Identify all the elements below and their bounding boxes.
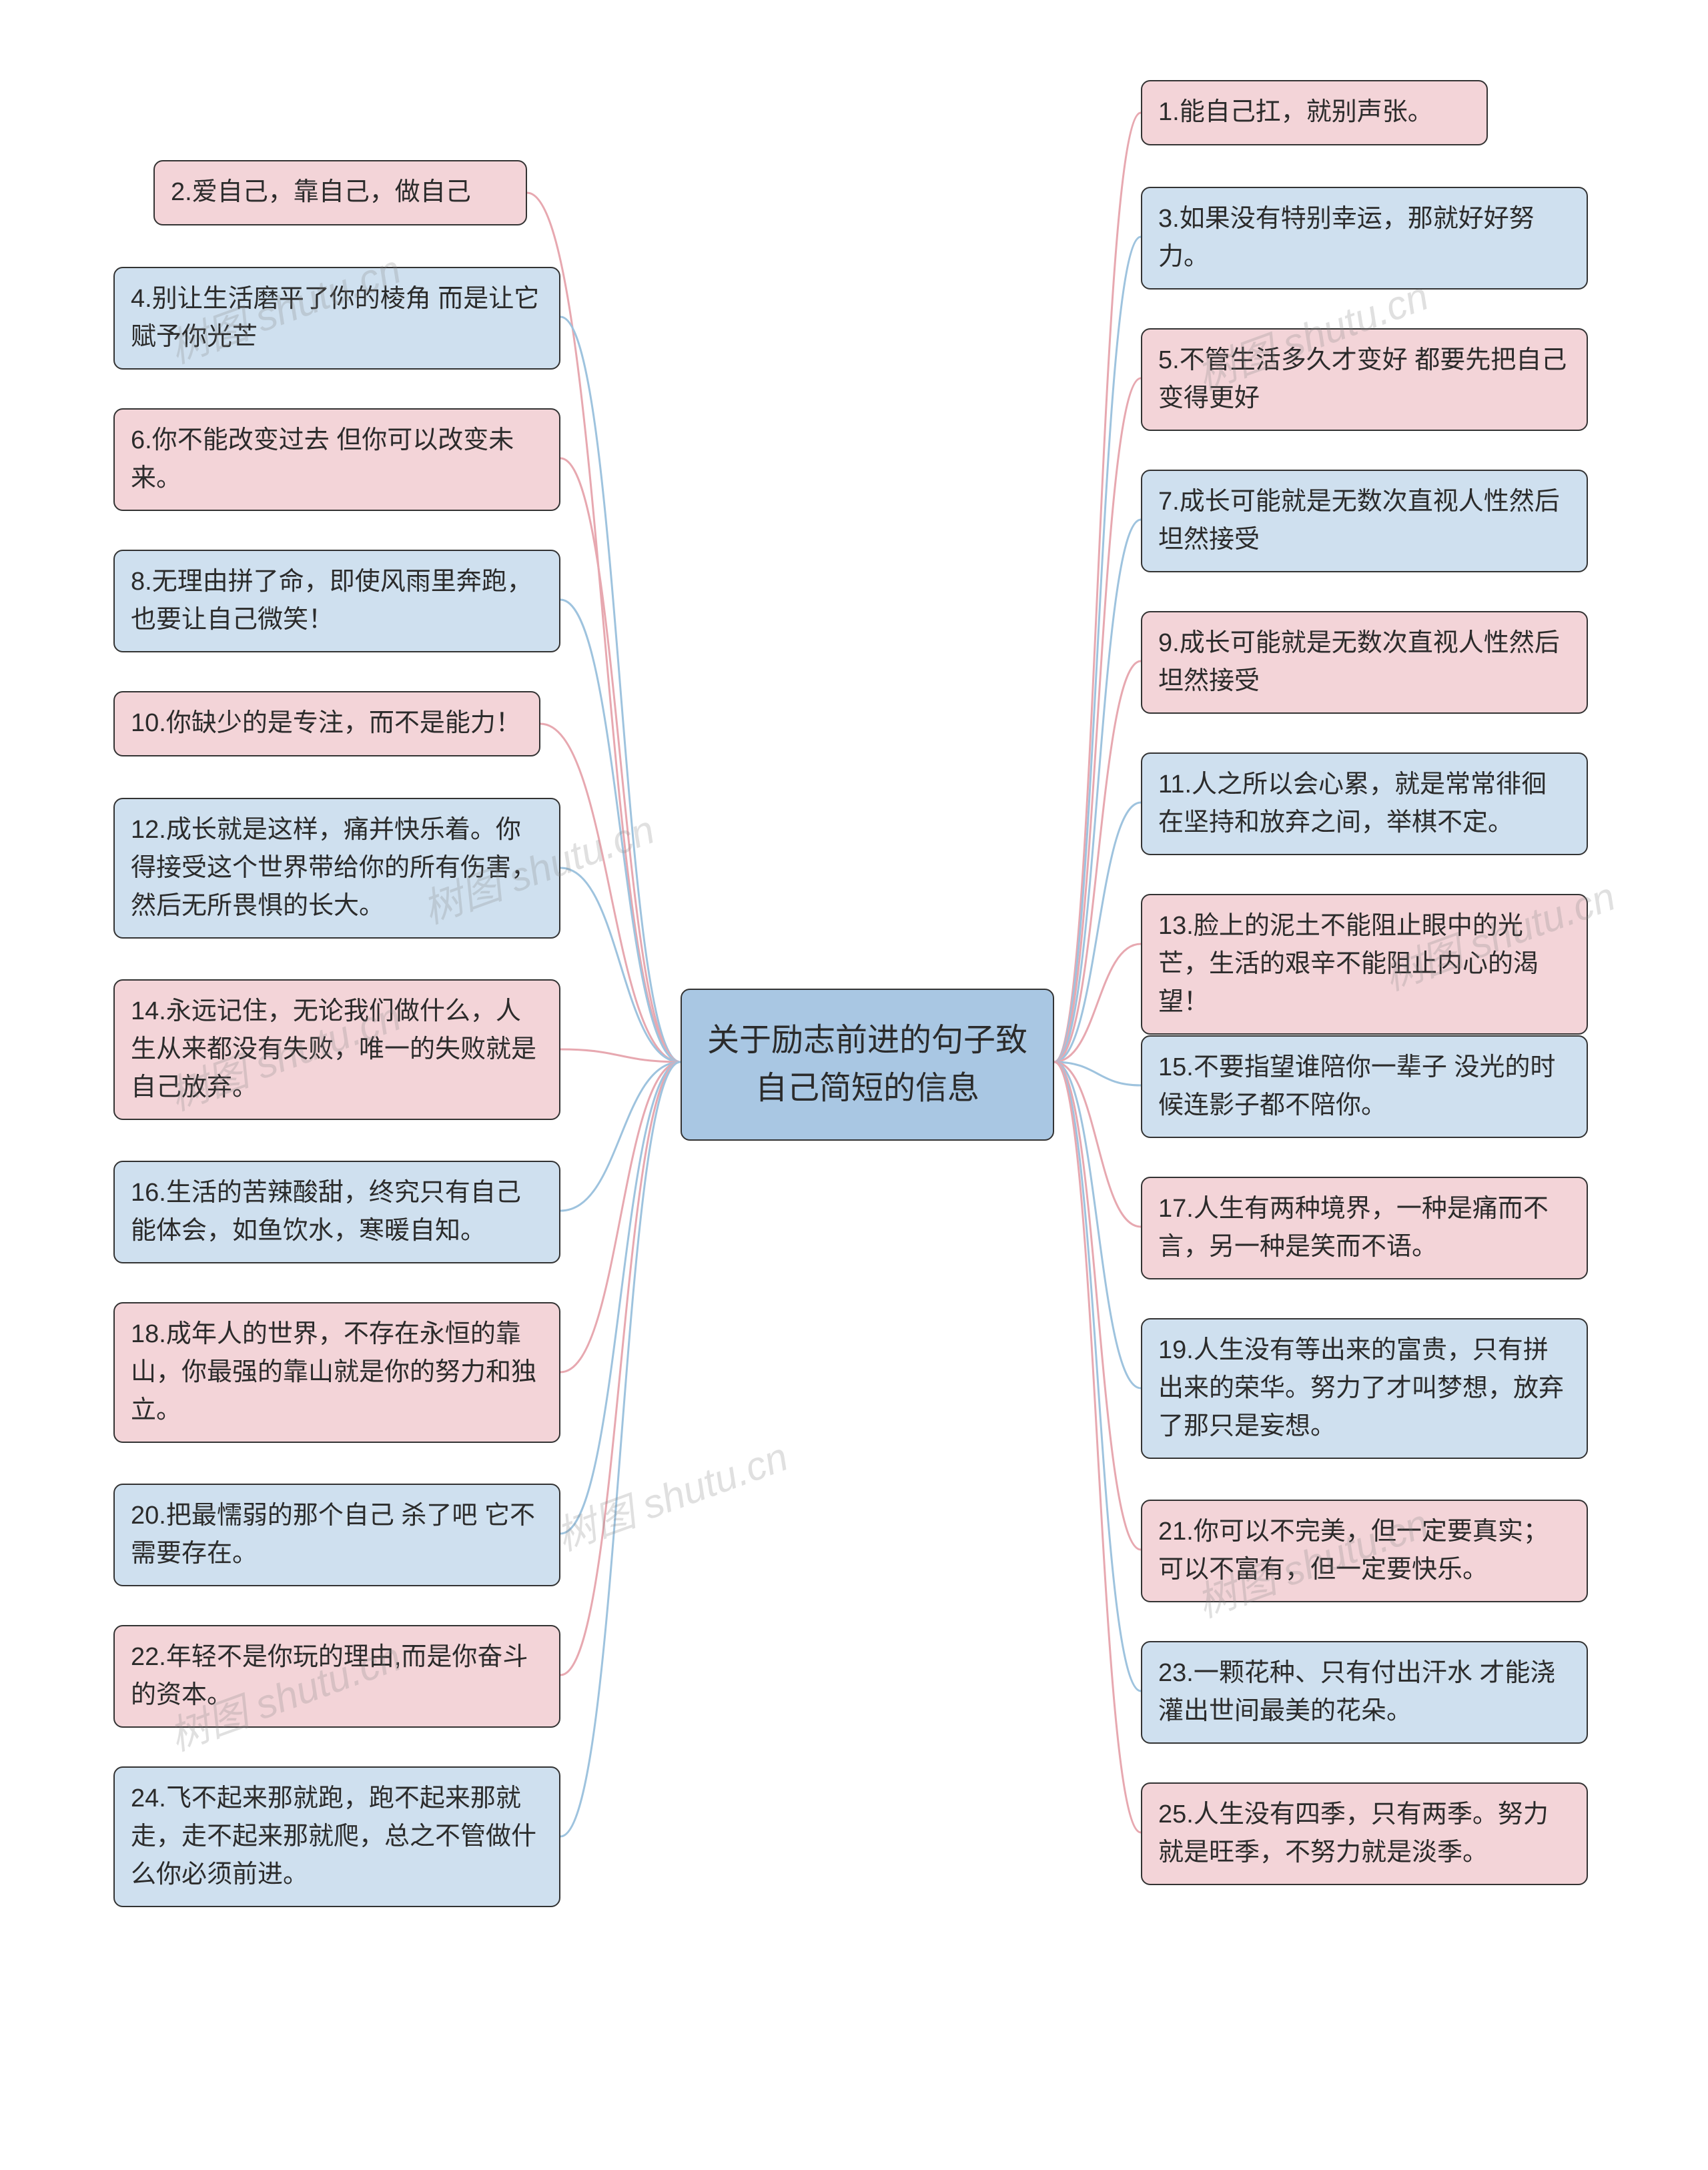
edge-R15 (1054, 1062, 1141, 1085)
node-R21: 21.你可以不完美，但一定要真实；可以不富有，但一定要快乐。 (1141, 1500, 1588, 1602)
node-R1: 1.能自己扛，就别声张。 (1141, 80, 1488, 145)
node-L6: 6.你不能改变过去 但你可以改变未来。 (113, 408, 560, 511)
edge-L16 (560, 1062, 681, 1211)
node-R11: 11.人之所以会心累，就是常常徘徊在坚持和放弃之间，举棋不定。 (1141, 752, 1588, 855)
edge-L14 (560, 1049, 681, 1062)
edge-L8 (560, 600, 681, 1062)
center-node: 关于励志前进的句子致自己简短的信息 (681, 989, 1054, 1141)
node-L14: 14.永远记住，无论我们做什么，人生从来都没有失败，唯一的失败就是自己放弃。 (113, 979, 560, 1120)
edge-L6 (560, 458, 681, 1062)
node-R19: 19.人生没有等出来的富贵，只有拼出来的荣华。努力了才叫梦想，放弃了那只是妄想。 (1141, 1318, 1588, 1459)
node-R13: 13.脸上的泥土不能阻止眼中的光芒，生活的艰辛不能阻止内心的渴望！ (1141, 894, 1588, 1035)
node-L4: 4.别让生活磨平了你的棱角 而是让它赋予你光芒 (113, 267, 560, 370)
edge-L10 (540, 724, 681, 1062)
node-R9: 9.成长可能就是无数次直视人性然后坦然接受 (1141, 611, 1588, 714)
edge-R23 (1054, 1062, 1141, 1691)
node-R7: 7.成长可能就是无数次直视人性然后坦然接受 (1141, 470, 1588, 572)
node-R23: 23.一颗花种、只有付出汗水 才能浇灌出世间最美的花朵。 (1141, 1641, 1588, 1744)
edge-L20 (560, 1062, 681, 1534)
edge-L24 (560, 1062, 681, 1836)
edge-L4 (560, 317, 681, 1062)
edge-R21 (1054, 1062, 1141, 1550)
node-R15: 15.不要指望谁陪你一辈子 没光的时候连影子都不陪你。 (1141, 1035, 1588, 1138)
node-L16: 16.生活的苦辣酸甜，终究只有自己能体会，如鱼饮水，寒暖自知。 (113, 1161, 560, 1263)
node-R5: 5.不管生活多久才变好 都要先把自己变得更好 (1141, 328, 1588, 431)
node-L8: 8.无理由拼了命，即使风雨里奔跑，也要让自己微笑！ (113, 550, 560, 652)
edge-R13 (1054, 944, 1141, 1062)
node-L10: 10.你缺少的是专注，而不是能力！ (113, 691, 540, 756)
node-L12: 12.成长就是这样，痛并快乐着。你得接受这个世界带给你的所有伤害，然后无所畏惧的… (113, 798, 560, 939)
node-R25: 25.人生没有四季，只有两季。努力就是旺季，不努力就是淡季。 (1141, 1782, 1588, 1885)
edge-L18 (560, 1062, 681, 1372)
edge-R3 (1054, 237, 1141, 1062)
edge-R11 (1054, 802, 1141, 1062)
mindmap-stage: 关于励志前进的句子致自己简短的信息 2.爱自己，靠自己，做自己 4.别让生活磨平了你… (0, 0, 1708, 2170)
edge-R17 (1054, 1062, 1141, 1227)
node-L2: 2.爱自己，靠自己，做自己 (153, 160, 527, 225)
edge-R7 (1054, 520, 1141, 1062)
node-L22: 22.年轻不是你玩的理由,而是你奋斗的资本。 (113, 1625, 560, 1728)
edge-R19 (1054, 1062, 1141, 1388)
edge-L22 (560, 1062, 681, 1675)
node-R3: 3.如果没有特别幸运，那就好好努力。 (1141, 187, 1588, 290)
node-L18: 18.成年人的世界，不存在永恒的靠山，你最强的靠山就是你的努力和独立。 (113, 1302, 560, 1443)
edge-L12 (560, 868, 681, 1062)
edge-R9 (1054, 661, 1141, 1062)
node-R17: 17.人生有两种境界，一种是痛而不言，另一种是笑而不语。 (1141, 1177, 1588, 1279)
edge-R5 (1054, 378, 1141, 1062)
node-L24: 24.飞不起来那就跑，跑不起来那就走，走不起来那就爬，总之不管做什么你必须前进。 (113, 1766, 560, 1907)
edge-R1 (1054, 113, 1141, 1062)
node-L20: 20.把最懦弱的那个自己 杀了吧 它不需要存在。 (113, 1484, 560, 1586)
watermark: 树图 shutu.cn (547, 1425, 795, 1562)
edge-R25 (1054, 1062, 1141, 1832)
